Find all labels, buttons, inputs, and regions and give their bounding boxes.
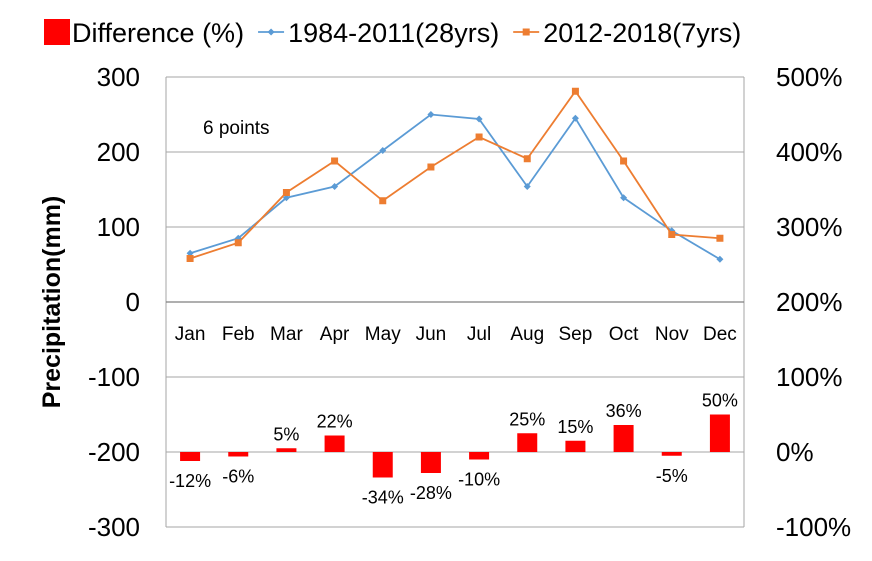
bar-data-label: -34% [362,488,404,508]
bar-data-label: 5% [273,424,299,444]
data-point-marker [427,111,435,118]
bar [517,433,538,452]
data-point-marker [379,147,387,154]
category-label: Oct [609,324,639,345]
legend: Difference (%) 1984-2011(28yrs) 2012-2018(… [44,18,741,48]
difference-bars [180,414,730,478]
bar-data-label: -28% [410,483,452,503]
bar [709,414,730,452]
y-left-tick-label: -100 [88,362,140,392]
legend-label: 2012-2018(7yrs) [543,18,741,48]
data-point-marker [331,157,339,165]
data-point-marker [620,194,628,202]
y-left-tick-label: 200 [97,137,140,167]
y-right-tick-label: 300% [776,212,843,242]
y-right-tick-label: 100% [776,362,843,392]
legend-label: 1984-2011(28yrs) [288,18,499,48]
category-label: Apr [320,324,350,345]
data-point-marker [668,231,676,238]
data-point-marker [427,163,435,171]
bar-data-label: 22% [317,412,353,432]
y-axis-label: Precipitation(mm) [38,196,66,409]
data-point-marker [186,255,194,262]
legend-label: Difference (%) [72,18,244,48]
legend-marker [522,28,530,36]
bar [180,452,201,461]
y-right-tick-label: 400% [776,137,843,167]
y-right-tick-label: 0% [776,437,814,467]
category-label: Jan [175,324,206,345]
bar-data-label: -12% [169,471,211,491]
chart-annotation: 6 points [203,118,270,139]
y-left-tick-label: -300 [88,512,140,542]
bar-data-label: -10% [458,470,500,490]
y-left-tick-label: -200 [88,437,140,467]
bar [276,448,297,452]
category-label: Mar [270,324,303,345]
data-point-marker [379,197,387,205]
y-right-tick-label: -100% [776,512,851,542]
data-point-marker [716,234,724,242]
bar-labels: -12% -6% 5% 22% -34% -28% -10% 25% 15% 36% -5% 50% [169,391,738,508]
series-line [189,113,721,261]
y-left-tick-label: 300 [97,62,140,92]
bar-data-label: -6% [222,467,254,487]
bar [324,435,345,452]
bar-data-label: 36% [606,401,642,421]
bar-data-label: 15% [557,417,593,437]
y-right-tick-label: 500% [776,62,843,92]
data-point-marker [523,183,531,190]
category-label: Aug [510,324,544,345]
bar-data-label: 25% [509,409,545,429]
precipitation-lines [186,87,724,263]
y-left-tick-label: 0 [126,287,140,317]
data-point-marker [234,239,242,247]
axes: 300 200 100 0 -100 -200 -300 500% 400% 300% 200% 10… [88,62,851,542]
data-point-marker [716,255,724,263]
data-point-marker [475,115,483,123]
legend-swatch [44,19,70,45]
bar [613,425,634,452]
data-point-marker [282,189,290,196]
category-label: Dec [703,324,737,345]
bar [469,452,490,460]
category-label: Sep [559,324,593,345]
bar-data-label: -5% [656,466,688,486]
bar [228,452,249,457]
bar [420,452,441,473]
data-point-marker [571,87,579,95]
data-point-marker [475,133,483,141]
bar [372,452,393,478]
series-line [189,89,720,260]
y-left-tick-label: 100 [97,212,140,242]
category-label: Jul [467,324,491,345]
category-label: May [365,324,401,345]
data-point-marker [571,114,579,122]
bar [661,452,682,456]
data-point-marker [620,157,628,165]
legend-marker [267,28,275,36]
data-point-marker [523,155,531,163]
y-right-tick-label: 200% [776,287,843,317]
category-label: Feb [222,324,255,345]
category-label: Nov [655,324,689,345]
bar-data-label: 50% [702,391,738,411]
bar [565,440,586,452]
category-labels: Jan Feb Mar Apr May Jun Jul Aug Sep Oct Nov Dec [175,324,737,345]
data-point-marker [331,183,339,190]
category-label: Jun [416,324,447,345]
